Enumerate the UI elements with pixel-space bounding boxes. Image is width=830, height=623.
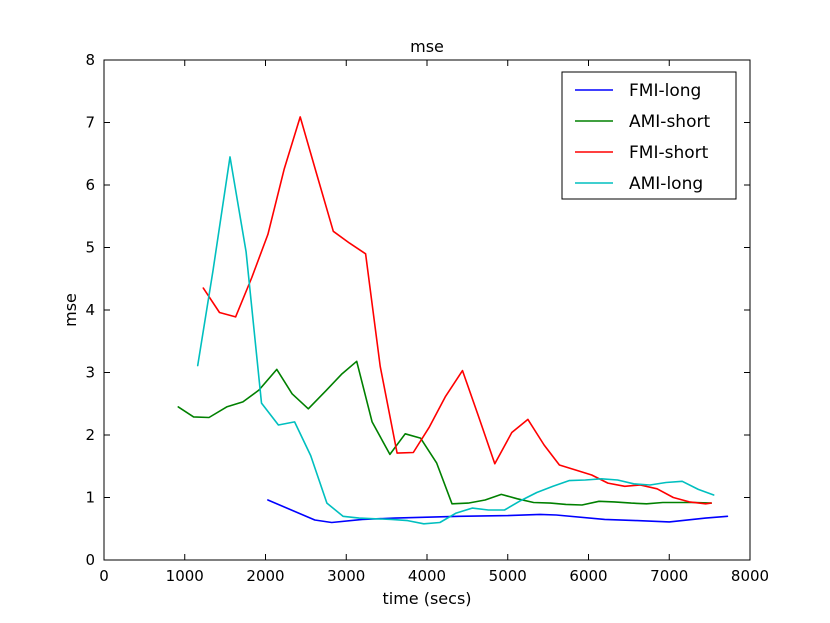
x-tick-label: 1000 <box>166 567 204 585</box>
legend: FMI-long AMI-short FMI-short AMI-long <box>561 71 737 200</box>
y-tick-label: 4 <box>85 301 95 319</box>
x-tick-label: 3000 <box>327 567 365 585</box>
y-tick-label: 8 <box>85 51 95 69</box>
y-axis-ticks: 0 1 2 3 4 5 6 7 8 <box>85 51 750 569</box>
x-tick-label: 7000 <box>650 567 688 585</box>
y-tick-label: 6 <box>85 176 95 194</box>
x-tick-label: 0 <box>99 567 109 585</box>
series-line-fmi-short <box>202 116 713 505</box>
series-line-ami-short <box>177 360 713 506</box>
x-axis-ticks: 0 1000 2000 3000 4000 5000 6000 7000 8000 <box>99 60 769 585</box>
x-tick-label: 2000 <box>246 567 284 585</box>
y-axis-label: mse <box>61 293 80 327</box>
x-tick-label: 4000 <box>408 567 446 585</box>
x-tick-label: 8000 <box>731 567 769 585</box>
y-tick-label: 5 <box>85 239 95 257</box>
legend-label-ami-long: AMI-long <box>629 174 703 194</box>
legend-label-ami-short: AMI-short <box>629 112 710 132</box>
x-tick-label: 5000 <box>489 567 527 585</box>
series-line-ami-long <box>196 156 715 525</box>
series-layer <box>177 116 729 525</box>
y-tick-label: 7 <box>85 114 95 132</box>
y-tick-label: 1 <box>85 489 95 507</box>
series-line-fmi-long <box>267 499 729 524</box>
y-tick-label: 0 <box>85 551 95 569</box>
y-tick-label: 2 <box>85 426 95 444</box>
y-tick-label: 3 <box>85 364 95 382</box>
x-tick-label: 6000 <box>569 567 607 585</box>
legend-label-fmi-short: FMI-short <box>629 143 709 163</box>
legend-label-fmi-long: FMI-long <box>629 81 701 101</box>
chart-title: mse <box>410 37 444 56</box>
x-axis-label: time (secs) <box>382 589 471 608</box>
legend-frame <box>561 71 737 200</box>
